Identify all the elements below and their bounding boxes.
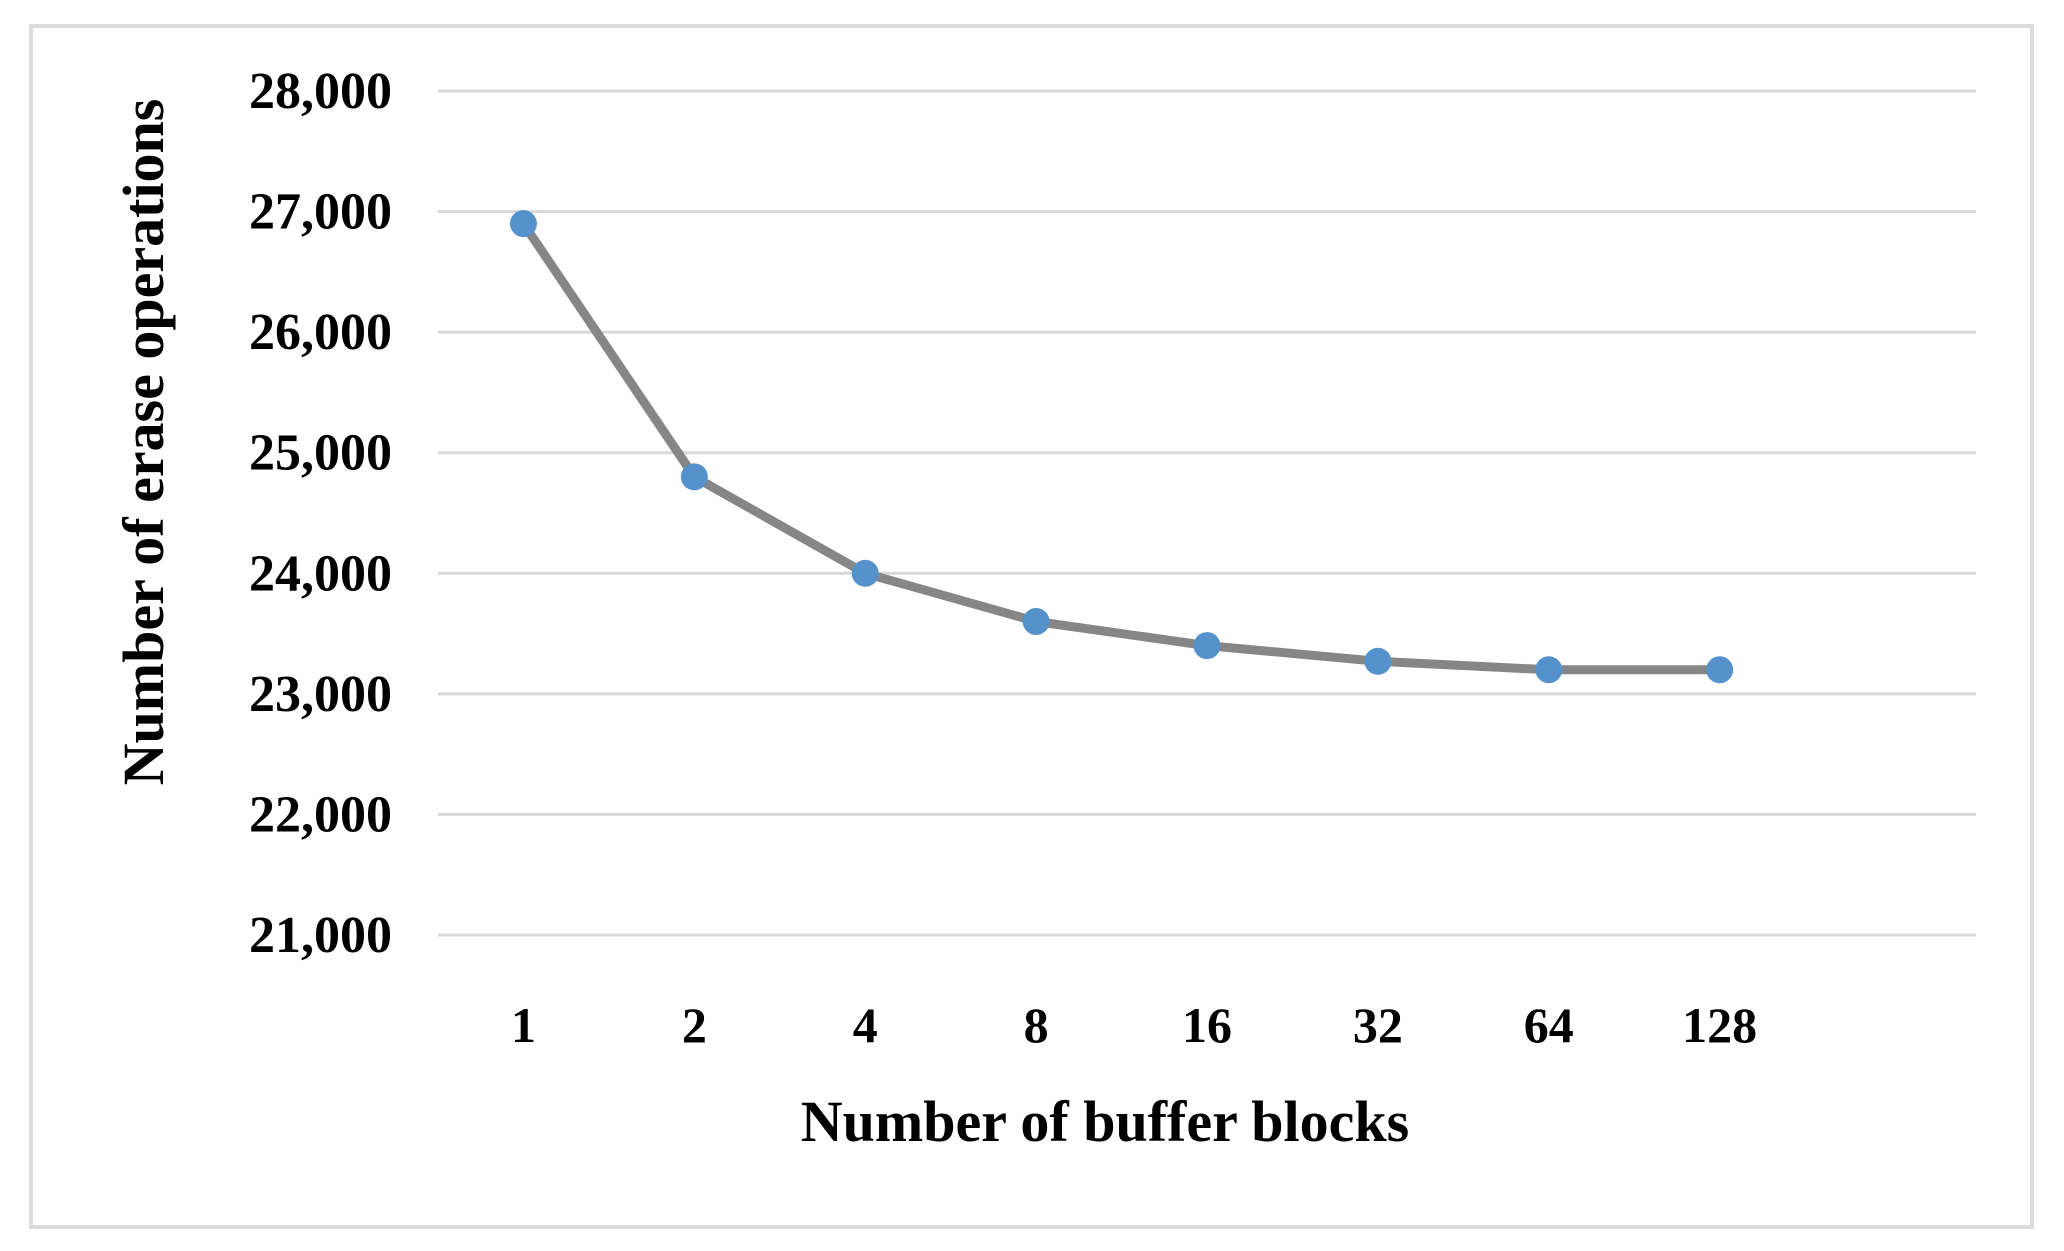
data-point-marker <box>1364 647 1392 675</box>
data-point-marker <box>1022 608 1050 636</box>
data-point-marker <box>1535 656 1563 684</box>
y-tick-label: 28,000 <box>249 63 392 120</box>
y-axis-tick-labels: 21,000 22,000 23,000 24,000 25,000 26,000 27,0… <box>249 63 392 964</box>
x-tick-label: 1 <box>511 997 536 1053</box>
data-series <box>509 210 1734 684</box>
gridlines <box>438 89 1976 937</box>
y-tick-label: 25,000 <box>249 425 392 482</box>
y-tick-label: 23,000 <box>249 666 392 723</box>
y-axis-title: Number of erase operations <box>111 99 176 786</box>
x-axis-tick-labels: 1 2 4 8 16 32 64 128 <box>511 997 1757 1053</box>
y-tick-label: 24,000 <box>249 545 392 602</box>
data-point-marker <box>1193 632 1221 660</box>
y-tick-label: 22,000 <box>249 786 392 843</box>
x-tick-label: 4 <box>853 997 878 1053</box>
x-tick-label: 32 <box>1353 997 1403 1053</box>
x-tick-label: 128 <box>1682 997 1757 1053</box>
x-tick-label: 2 <box>682 997 707 1053</box>
series-line <box>518 219 1725 675</box>
x-tick-label: 8 <box>1024 997 1049 1053</box>
data-point-marker <box>851 559 879 587</box>
x-tick-label: 64 <box>1524 997 1574 1053</box>
data-point-marker <box>509 210 537 238</box>
x-axis-title: Number of buffer blocks <box>801 1089 1410 1154</box>
y-tick-label: 26,000 <box>249 304 392 361</box>
x-tick-label: 16 <box>1182 997 1232 1053</box>
y-tick-label: 27,000 <box>249 184 392 241</box>
y-tick-label: 21,000 <box>249 907 392 964</box>
data-point-marker <box>1706 656 1734 684</box>
chart-border-frame <box>29 24 2034 1229</box>
data-point-marker <box>680 463 708 491</box>
